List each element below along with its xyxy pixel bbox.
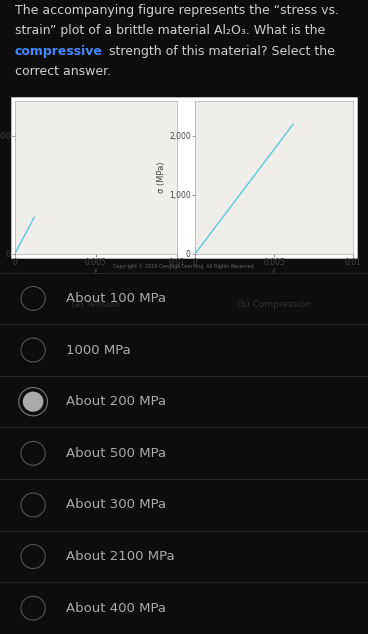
Text: About 400 MPa: About 400 MPa — [66, 602, 166, 615]
Text: The accompanying figure represents the “stress vs.: The accompanying figure represents the “… — [15, 4, 339, 17]
FancyBboxPatch shape — [11, 97, 357, 257]
Text: About 300 MPa: About 300 MPa — [66, 498, 166, 512]
Text: correct answer.: correct answer. — [15, 65, 111, 77]
Circle shape — [23, 392, 43, 412]
Text: compressive: compressive — [15, 44, 103, 58]
Text: About 200 MPa: About 200 MPa — [66, 395, 166, 408]
Text: About 100 MPa: About 100 MPa — [66, 292, 166, 305]
Text: About 500 MPa: About 500 MPa — [66, 447, 166, 460]
Text: About 2100 MPa: About 2100 MPa — [66, 550, 175, 563]
Text: Copyright © 2019 Cengage Learning. All Rights Reserved.: Copyright © 2019 Cengage Learning. All R… — [113, 263, 255, 269]
Text: strength of this material? Select the: strength of this material? Select the — [105, 44, 335, 58]
Text: strain” plot of a brittle material Al₂O₃. What is the: strain” plot of a brittle material Al₂O₃… — [15, 24, 325, 37]
Text: 1000 MPa: 1000 MPa — [66, 344, 131, 356]
